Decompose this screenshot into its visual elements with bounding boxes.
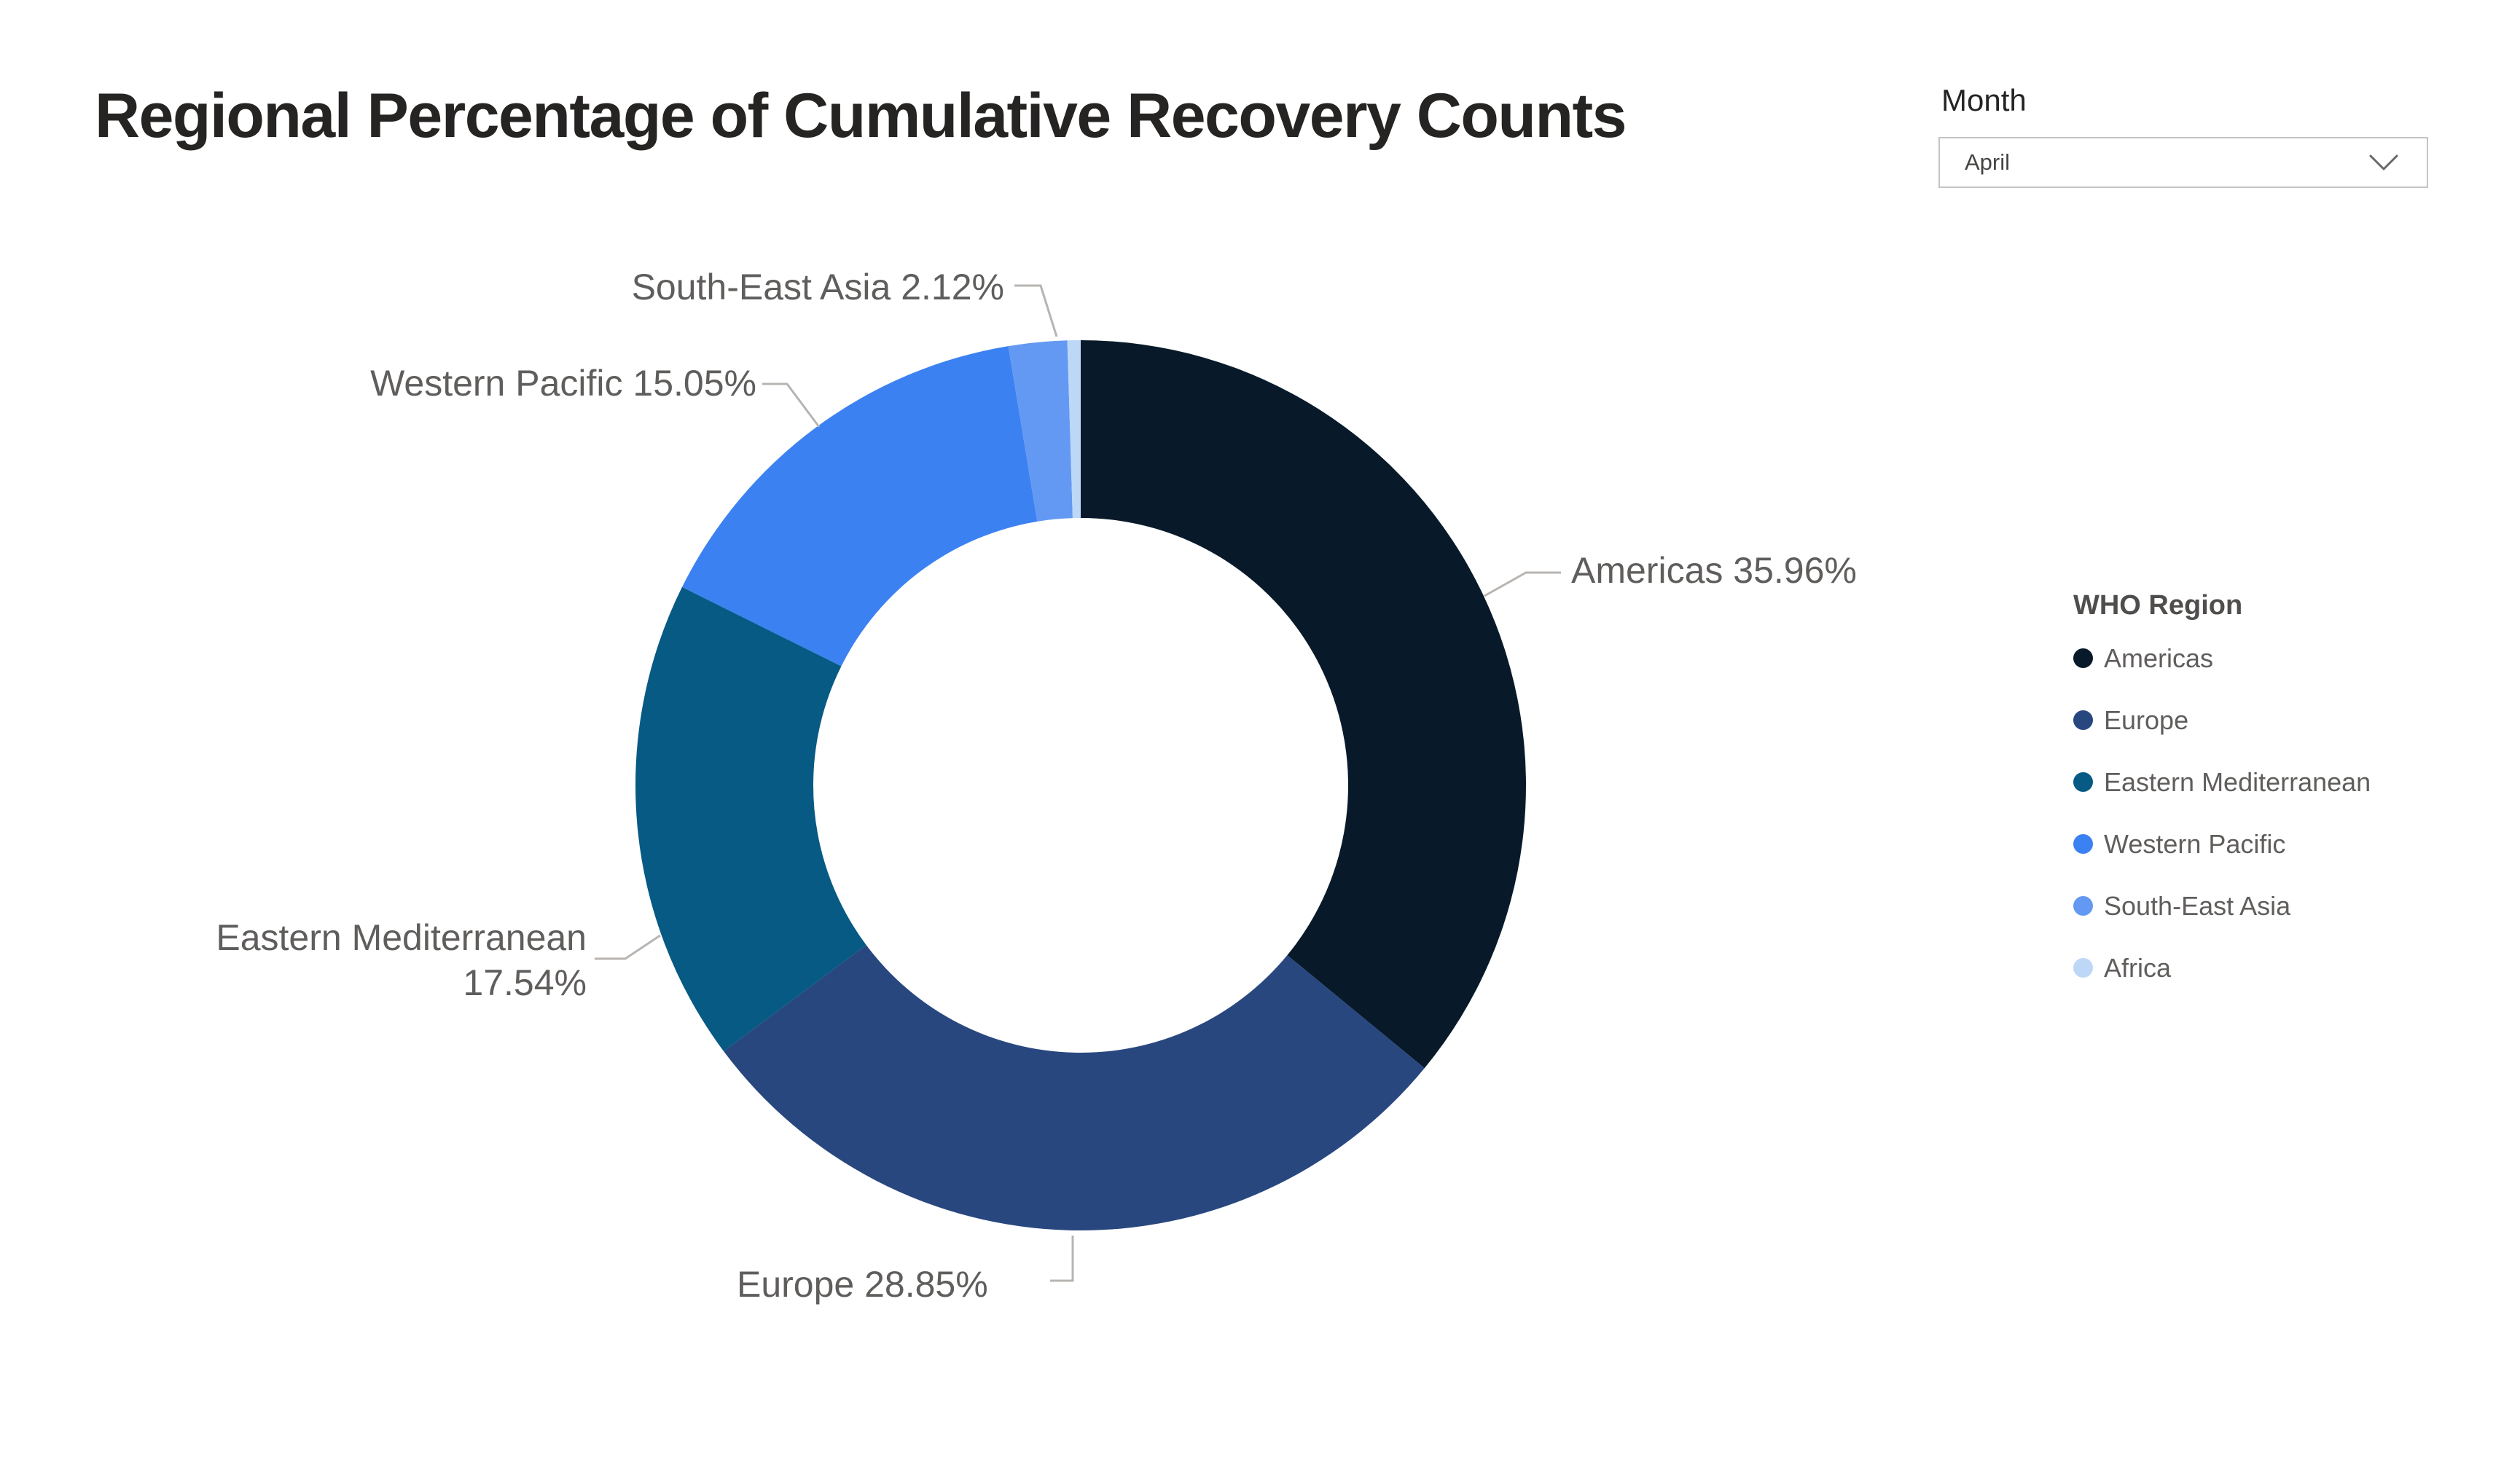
legend-item-western-pacific[interactable]: Western Pacific	[2073, 813, 2496, 875]
legend-item-africa[interactable]: Africa	[2073, 937, 2496, 999]
legend-item-label: Eastern Mediterranean	[2104, 766, 2371, 797]
donut-slice-eastern-mediterranean[interactable]	[635, 586, 866, 1052]
month-slicer-label: Month	[1941, 83, 2027, 117]
donut-slice-western-pacific[interactable]	[682, 346, 1038, 667]
slice-label-eastern-mediterranean: Eastern Mediterranean 17.54%	[216, 917, 587, 1003]
label-leader-line-americas	[1484, 571, 1561, 597]
legend-item-label: Americas	[2104, 643, 2214, 673]
legend-item-americas[interactable]: Americas	[2073, 627, 2496, 689]
donut-slice-south-east-asia[interactable]	[1008, 340, 1073, 522]
legend-item-europe[interactable]: Europe	[2073, 689, 2496, 751]
month-slicer-dropdown[interactable]: April	[1938, 137, 2428, 188]
slice-label-europe: Europe 28.85%	[737, 1264, 988, 1305]
legend-bullet-icon	[2073, 896, 2093, 916]
legend-items: Americas Europe Eastern Mediterranean Weste…	[2073, 627, 2496, 999]
label-leader-line-south-east-asia	[1014, 284, 1058, 337]
label-leader-line-eastern-mediterranean	[595, 934, 661, 960]
legend-bullet-icon	[2073, 958, 2093, 978]
legend-bullet-icon	[2073, 772, 2093, 792]
legend-item-label: Africa	[2104, 952, 2172, 983]
legend-bullet-icon	[2073, 834, 2093, 854]
donut-slice-africa[interactable]	[1067, 340, 1081, 519]
legend-item-label: Europe	[2104, 704, 2189, 735]
legend-bullet-icon	[2073, 710, 2093, 730]
legend-item-label: Western Pacific	[2104, 828, 2286, 859]
legend-item-label: South-East Asia	[2104, 890, 2291, 921]
legend: WHO Region Americas Europe Eastern Mediter…	[2073, 584, 2496, 999]
label-leader-line-western-pacific	[762, 382, 821, 428]
slice-label-western-pacific: Western Pacific 15.05%	[370, 363, 756, 404]
chevron-down-icon	[2368, 154, 2399, 171]
page-title: Regional Percentage of Cumulative Recove…	[95, 81, 1627, 151]
month-slicer-value: April	[1965, 149, 2011, 175]
label-leader-line-europe	[1050, 1236, 1074, 1282]
slice-label-americas: Americas 35.96%	[1571, 550, 1857, 591]
legend-item-south-east-asia[interactable]: South-East Asia	[2073, 875, 2496, 937]
legend-title: WHO Region	[2073, 590, 2243, 621]
legend-bullet-icon	[2073, 648, 2093, 668]
legend-item-eastern-mediterranean[interactable]: Eastern Mediterranean	[2073, 751, 2496, 813]
slice-label-south-east-asia: South-East Asia 2.12%	[631, 267, 1004, 307]
donut-slice-americas[interactable]	[1081, 340, 1526, 1069]
donut-slice-europe[interactable]	[724, 945, 1425, 1230]
